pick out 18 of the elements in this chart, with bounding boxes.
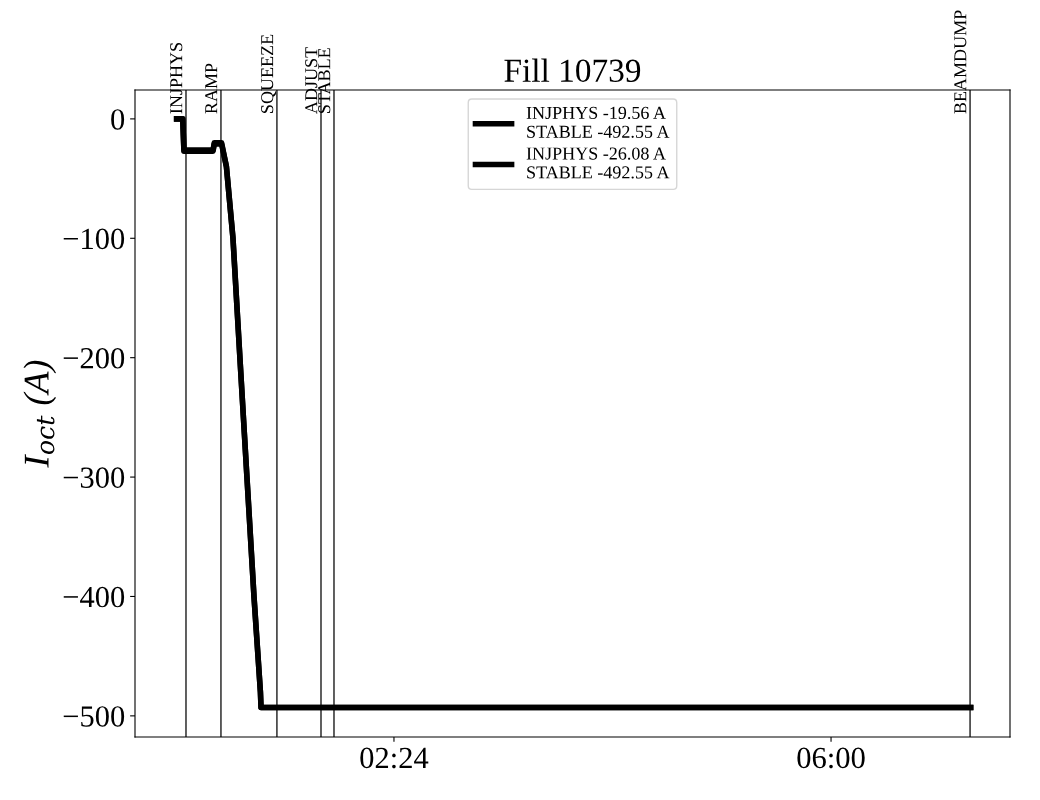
ref-line-label: BEAMDUMP: [954, 10, 967, 114]
ref-line-label: STABLE: [318, 48, 331, 113]
y-axis-title: I$_{oct}$ (A): [23, 360, 57, 468]
ref-line-label: RAMP: [205, 63, 218, 114]
y-tick-label: −100: [63, 228, 125, 250]
y-tick-label: 0: [111, 109, 125, 130]
ref-line-label: ADJUST: [305, 47, 318, 114]
x-tick-label: 06:00: [797, 747, 865, 769]
y-tick-label: −300: [63, 467, 125, 488]
legend-label: INJPHYS -26.08 A STABLE -492.55 A: [526, 147, 670, 179]
chart-title: Fill 10739: [504, 58, 641, 82]
y-tick-label: −500: [63, 706, 125, 727]
ref-line-label: SQUEEZE: [261, 34, 277, 113]
y-tick-label: −200: [63, 347, 125, 369]
x-tick-label: 02:24: [360, 747, 429, 769]
y-tick-label: −400: [63, 586, 125, 608]
legend-label: INJPHYS -19.56 A STABLE -492.55 A: [526, 106, 670, 138]
ref-line-label: INJPHYS: [170, 43, 183, 114]
